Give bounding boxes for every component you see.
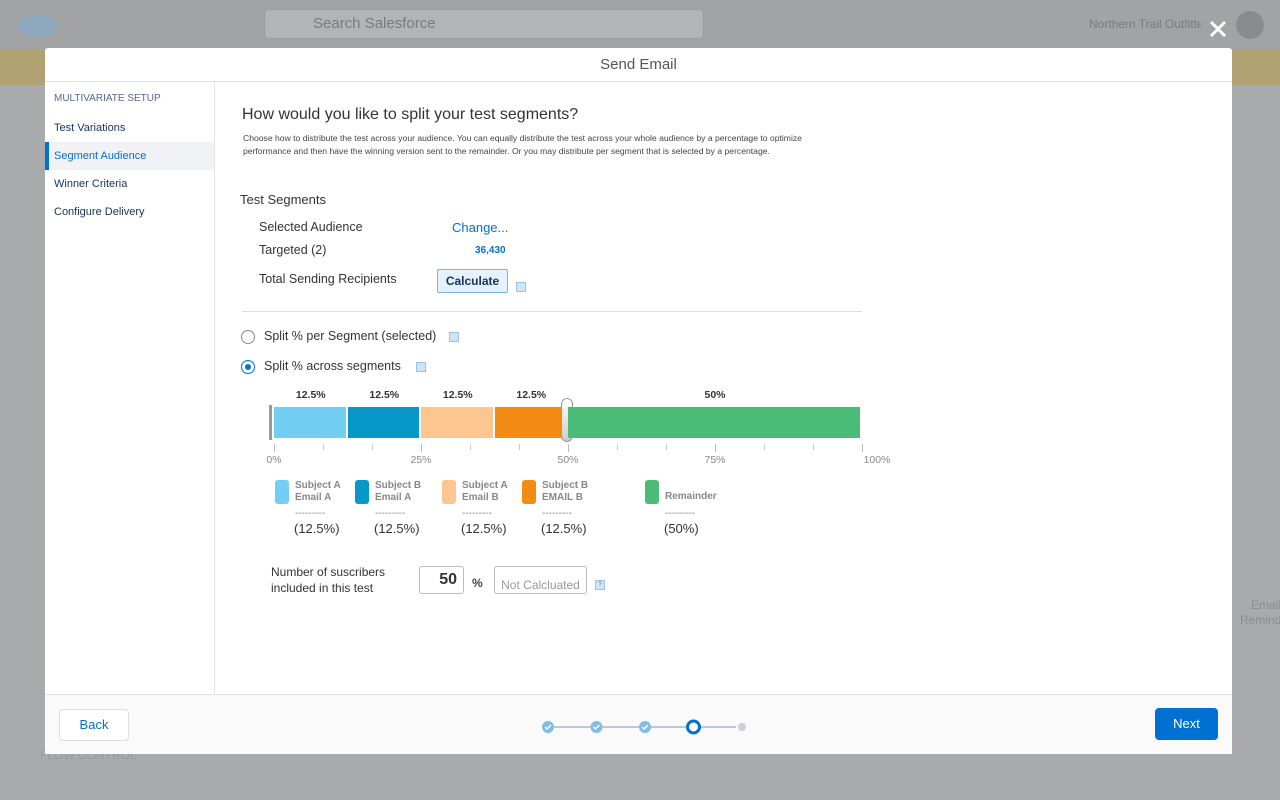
calculate-button[interactable]: Calculate bbox=[437, 269, 508, 293]
next-button[interactable]: Next bbox=[1155, 708, 1218, 740]
modal-title: Send Email bbox=[45, 48, 1232, 82]
minor-tick bbox=[666, 444, 668, 450]
section-title: Test Segments bbox=[240, 192, 326, 207]
legend-name: Subject A Email A bbox=[295, 480, 341, 503]
legend-swatch bbox=[442, 480, 456, 504]
back-button[interactable]: Back bbox=[59, 709, 129, 741]
check bbox=[592, 724, 601, 731]
tick-label: 50% bbox=[557, 454, 579, 466]
field-label: Total Sending Recipients bbox=[259, 272, 397, 286]
field-value: 36,430 bbox=[475, 245, 506, 256]
sidebar bbox=[45, 82, 215, 694]
bar-segment bbox=[494, 407, 566, 438]
check bbox=[544, 724, 552, 731]
tick-mark bbox=[568, 444, 569, 452]
background-item: Email Reminder bbox=[1239, 598, 1280, 627]
minor-tick bbox=[813, 444, 815, 450]
legend-name: Subject B Email A bbox=[375, 480, 422, 503]
step-future bbox=[738, 723, 746, 731]
tick-mark bbox=[421, 444, 422, 452]
help-icon[interactable] bbox=[516, 282, 526, 292]
field-label: Selected Audience bbox=[259, 220, 363, 234]
unit: % bbox=[472, 576, 483, 590]
minor-tick bbox=[372, 444, 374, 450]
data-label: 12.5% bbox=[295, 389, 326, 401]
radio[interactable] bbox=[241, 360, 255, 374]
bar-segment bbox=[421, 407, 493, 438]
legend-name: Subject B EMAIL B bbox=[542, 480, 589, 503]
bar-segment bbox=[274, 407, 346, 438]
tick-label: 25% bbox=[410, 454, 432, 466]
sidebar-item[interactable]: Test Variations bbox=[54, 122, 126, 134]
tick-mark bbox=[274, 444, 275, 452]
radio-label[interactable]: Split % across segments bbox=[264, 359, 401, 373]
data-label: 50% bbox=[704, 389, 726, 401]
divider bbox=[242, 311, 862, 312]
legend-divider: --------- bbox=[375, 508, 405, 519]
step-current bbox=[686, 719, 701, 735]
field-value[interactable]: Change... bbox=[452, 220, 509, 235]
minor-tick bbox=[616, 444, 618, 450]
logo bbox=[17, 15, 57, 37]
legend-swatch bbox=[275, 480, 289, 504]
minor-tick bbox=[469, 444, 471, 450]
sidebar-item[interactable]: Segment Audience bbox=[45, 142, 214, 170]
tick-label: 0% bbox=[266, 454, 282, 466]
data-label: 12.5% bbox=[516, 389, 547, 401]
subscribers-input[interactable]: 50 bbox=[419, 566, 464, 594]
radio-label[interactable]: Split % per Segment (selected) bbox=[264, 329, 437, 343]
legend-divider: --------- bbox=[542, 508, 572, 519]
legend-divider: --------- bbox=[295, 508, 325, 519]
subscribers-label: Number of suscribers included in this te… bbox=[271, 565, 386, 595]
footer bbox=[45, 694, 1232, 754]
help-icon[interactable]: ? bbox=[595, 580, 605, 590]
minor-tick bbox=[322, 444, 324, 450]
legend-swatch bbox=[645, 480, 659, 504]
close-button[interactable] bbox=[1207, 18, 1229, 40]
bar-segment bbox=[347, 407, 419, 438]
data-label: 12.5% bbox=[442, 389, 473, 401]
radio[interactable] bbox=[241, 330, 255, 344]
tick-label: 100% bbox=[863, 454, 891, 466]
bar-segment bbox=[568, 407, 860, 438]
sidebar-heading: MULTIVARIATE SETUP bbox=[54, 93, 161, 104]
org-name: Northern Trail Outfitters bbox=[1089, 17, 1201, 31]
legend-name: Subject A Email B bbox=[462, 480, 508, 503]
legend-value: (12.5%) bbox=[461, 521, 507, 536]
legend-value: (12.5%) bbox=[541, 521, 587, 536]
tick-mark bbox=[862, 444, 863, 452]
tick-label: 75% bbox=[704, 454, 726, 466]
minor-tick bbox=[763, 444, 765, 450]
legend-swatch bbox=[522, 480, 536, 504]
result-field: Not Calcluated bbox=[494, 566, 587, 594]
legend-swatch bbox=[355, 480, 369, 504]
description: Choose how to distribute the test across… bbox=[243, 133, 802, 156]
legend-divider: --------- bbox=[462, 508, 492, 519]
bar-start bbox=[269, 405, 272, 440]
sidebar-item[interactable]: Winner Criteria bbox=[54, 178, 128, 190]
field-label: Targeted (2) bbox=[259, 243, 327, 257]
legend-value: (12.5%) bbox=[374, 521, 420, 536]
stepper bbox=[542, 719, 746, 735]
data-label: 12.5% bbox=[369, 389, 400, 401]
legend-divider: --------- bbox=[665, 508, 695, 519]
help-icon[interactable] bbox=[416, 362, 426, 372]
legend-value: (50%) bbox=[664, 521, 699, 536]
legend-name: Remainder bbox=[665, 491, 717, 502]
check bbox=[641, 724, 649, 731]
search-box[interactable]: Search Salesforce bbox=[264, 9, 704, 39]
sidebar-item[interactable]: Configure Delivery bbox=[54, 206, 145, 218]
minor-tick bbox=[519, 444, 521, 450]
modal bbox=[45, 48, 1232, 753]
tick-mark bbox=[715, 444, 716, 452]
heading: How would you like to split your test se… bbox=[242, 106, 579, 123]
avatar[interactable] bbox=[1236, 11, 1264, 39]
help-icon[interactable] bbox=[449, 332, 459, 342]
legend-value: (12.5%) bbox=[294, 521, 340, 536]
